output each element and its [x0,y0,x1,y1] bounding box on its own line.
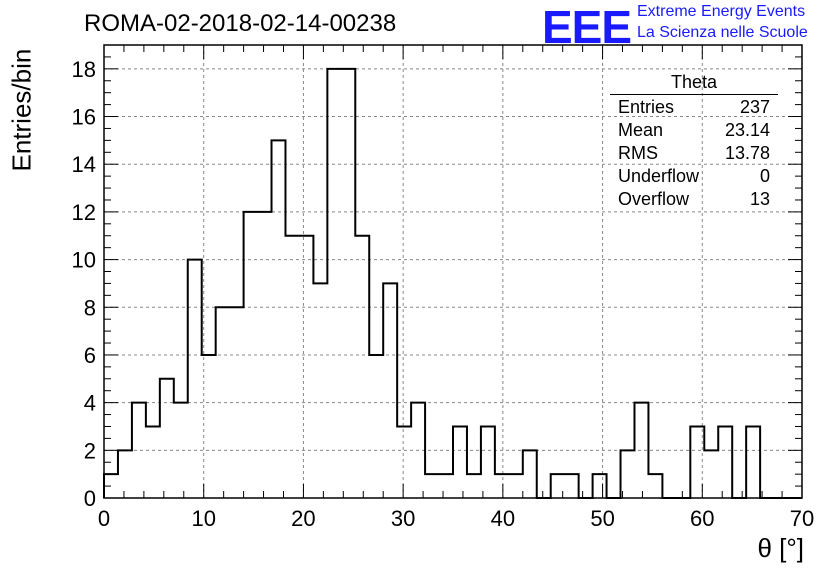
y-tick-label: 16 [72,105,96,130]
x-tick-label: 70 [790,506,814,531]
y-tick-label: 4 [84,391,96,416]
stats-value: 23.14 [724,120,770,140]
stats-label: RMS [618,143,658,163]
stats-label: Mean [618,120,664,140]
stats-label: Underflow [618,166,700,186]
y-tick-label: 2 [84,438,96,463]
stats-title: Theta [610,72,778,95]
y-tick-label: 12 [72,200,96,225]
stats-box: Theta Entries 237 Mean 23.14 RMS 13.78 U… [610,72,778,211]
x-tick-label: 30 [391,506,415,531]
x-tick-label: 40 [491,506,515,531]
chart-title: ROMA-02-2018-02-14-00238 [84,10,397,37]
stats-row: RMS 13.78 [610,142,778,165]
stats-value: 0 [759,166,770,186]
stats-value: 13.78 [724,143,770,163]
stats-row: Entries 237 [610,96,778,119]
logo-subtitle-line1: Extreme Energy Events [637,3,806,20]
stats-label: Entries [618,97,675,117]
x-tick-label: 0 [98,506,110,531]
y-tick-label: 6 [84,343,96,368]
stats-value: 13 [749,189,770,209]
x-tick-label: 10 [191,506,215,531]
y-tick-label: 14 [72,152,96,177]
y-tick-label: 0 [84,486,96,511]
x-tick-label: 60 [690,506,714,531]
y-tick-label: 18 [72,57,96,82]
logo-subtitle-line2: La Scienza nelle Scuole [637,24,808,41]
x-tick-label: 50 [590,506,614,531]
y-tick-label: 10 [72,248,96,273]
y-axis-label: Entries/bin [6,48,37,172]
stats-value: 237 [739,97,770,117]
stats-row: Overflow 13 [610,188,778,211]
y-tick-label: 8 [84,295,96,320]
stats-row: Underflow 0 [610,165,778,188]
stats-label: Overflow [618,189,690,209]
x-axis-label: θ [°] [757,533,804,563]
stats-row: Mean 23.14 [610,119,778,142]
x-tick-label: 20 [291,506,315,531]
